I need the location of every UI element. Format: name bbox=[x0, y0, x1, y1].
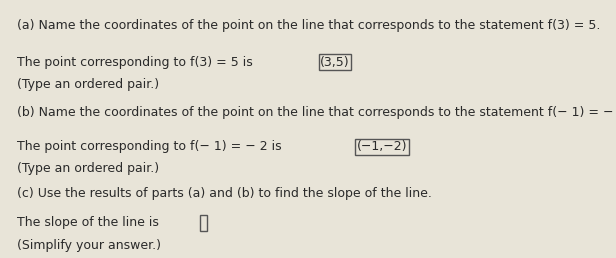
Text: (b) Name the coordinates of the point on the line that corresponds to the statem: (b) Name the coordinates of the point on… bbox=[17, 106, 616, 119]
Text: (c) Use the results of parts (a) and (b) to find the slope of the line.: (c) Use the results of parts (a) and (b)… bbox=[17, 187, 432, 200]
Text: (Simplify your answer.): (Simplify your answer.) bbox=[17, 239, 161, 252]
Text: (Type an ordered pair.): (Type an ordered pair.) bbox=[17, 162, 159, 175]
Text: The point corresponding to f(− 1) = − 2 is: The point corresponding to f(− 1) = − 2 … bbox=[17, 140, 286, 153]
Text: (−1,−2): (−1,−2) bbox=[357, 140, 407, 153]
Text: (Type an ordered pair.): (Type an ordered pair.) bbox=[17, 78, 159, 91]
Text: (a) Name the coordinates of the point on the line that corresponds to the statem: (a) Name the coordinates of the point on… bbox=[17, 19, 601, 32]
Text: (3,5): (3,5) bbox=[320, 56, 350, 69]
Text: The point corresponding to f(3) = 5 is: The point corresponding to f(3) = 5 is bbox=[17, 56, 257, 69]
Text: The slope of the line is: The slope of the line is bbox=[17, 216, 163, 229]
